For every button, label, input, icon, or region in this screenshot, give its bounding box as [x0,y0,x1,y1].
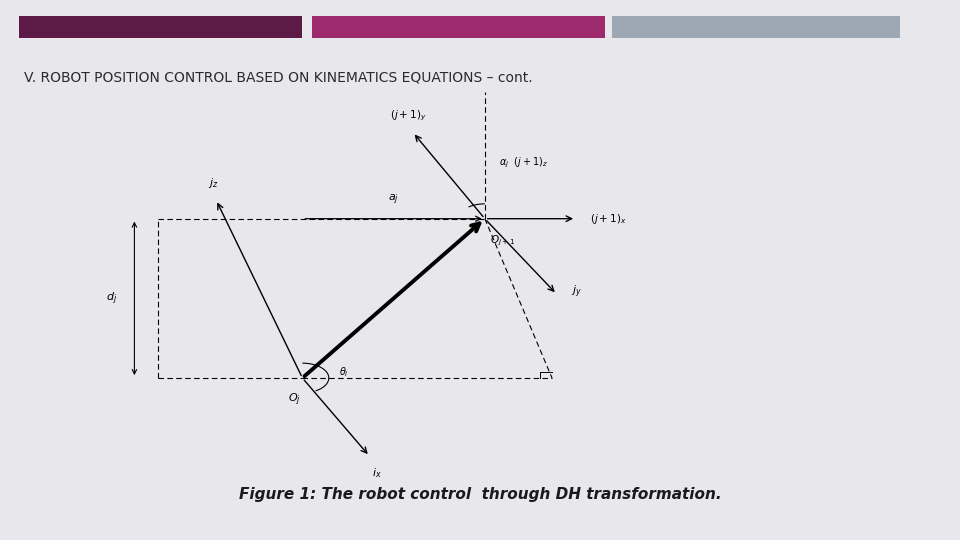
Text: $j_y$: $j_y$ [571,284,582,300]
Text: $i_x$: $i_x$ [372,466,382,480]
Text: $O_j$: $O_j$ [288,392,301,408]
Text: $a_j$: $a_j$ [388,192,399,207]
Text: $(j+1)_y$: $(j+1)_y$ [390,108,426,123]
Text: V. ROBOT POSITION CONTROL BASED ON KINEMATICS EQUATIONS – cont.: V. ROBOT POSITION CONTROL BASED ON KINEM… [24,70,533,84]
Text: $\theta_i$: $\theta_i$ [339,365,348,379]
Text: $(j+1)_x$: $(j+1)_x$ [590,212,627,226]
Text: $j_z$: $j_z$ [208,176,218,190]
Text: $O_{j+1}$: $O_{j+1}$ [490,234,515,248]
Text: Figure 1: The robot control  through DH transformation.: Figure 1: The robot control through DH t… [239,487,721,502]
FancyBboxPatch shape [312,16,605,38]
FancyBboxPatch shape [612,16,900,38]
FancyBboxPatch shape [19,16,302,38]
Text: $\alpha_{j}$  $(j+1)_z$: $\alpha_{j}$ $(j+1)_z$ [499,156,548,170]
Text: $d_j$: $d_j$ [106,290,117,307]
